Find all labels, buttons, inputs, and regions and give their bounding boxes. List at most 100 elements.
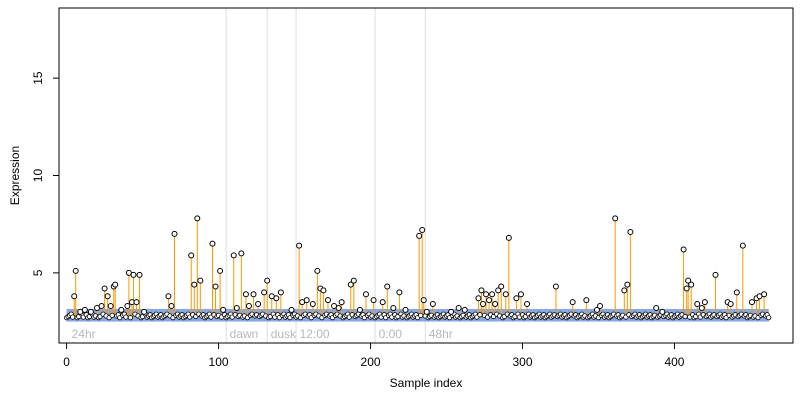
annotation-label: 24hr <box>72 327 96 341</box>
data-point <box>475 295 482 302</box>
data-point <box>136 271 143 278</box>
data-point <box>733 289 740 296</box>
data-point <box>165 293 172 300</box>
data-point <box>370 297 377 304</box>
data-point <box>209 240 216 247</box>
baseline-point <box>682 313 688 320</box>
data-point <box>423 308 430 315</box>
data-point <box>569 299 576 306</box>
data-point <box>168 302 175 309</box>
x-tick-label: 200 <box>361 355 381 369</box>
y-axis: 5 10 15 <box>31 71 59 276</box>
x-axis: 0 100 200 300 400 <box>63 343 685 369</box>
baseline-point <box>109 312 115 318</box>
data-point <box>362 291 369 298</box>
data-point <box>101 285 108 292</box>
data-point <box>455 304 462 311</box>
data-point <box>250 291 257 298</box>
data-point <box>597 302 604 309</box>
x-tick-label: 0 <box>63 355 70 369</box>
annotation-label: dusk <box>271 327 297 341</box>
data-point <box>71 293 78 300</box>
data-point <box>118 306 125 313</box>
data-point <box>379 299 386 306</box>
data-point <box>621 287 628 294</box>
data-point <box>461 306 468 313</box>
annotation-label: 48hr <box>429 327 453 341</box>
data-point <box>324 297 331 304</box>
data-point <box>264 277 271 284</box>
data-point <box>191 281 198 288</box>
data-point <box>356 306 363 313</box>
data-point <box>593 306 600 313</box>
data-point <box>212 283 219 290</box>
data-point <box>694 301 701 308</box>
time-annotations: 24hr dawn dusk 12:00 0:00 48hr <box>72 327 453 341</box>
x-axis-title: Sample index <box>390 376 463 390</box>
data-point <box>220 306 227 313</box>
data-point <box>420 297 427 304</box>
baseline-point <box>766 315 772 321</box>
data-point <box>680 246 687 253</box>
data-point <box>273 295 280 302</box>
data-point <box>627 228 634 235</box>
data-point <box>478 287 485 294</box>
data-point <box>552 283 559 290</box>
data-point <box>659 308 666 315</box>
baseline-point <box>418 312 424 318</box>
annotation-label: 12:00 <box>300 327 330 341</box>
data-point <box>104 293 111 300</box>
data-point <box>419 227 426 234</box>
data-point <box>739 242 746 249</box>
data-point <box>296 242 303 249</box>
annotation-label: 0:00 <box>379 327 403 341</box>
data-point <box>479 301 486 308</box>
data-point <box>688 281 695 288</box>
data-point <box>320 287 327 294</box>
y-tick-label: 5 <box>31 269 45 276</box>
data-point <box>492 301 499 308</box>
data-point <box>685 277 692 284</box>
data-point <box>396 289 403 296</box>
data-point <box>238 250 245 257</box>
data-point <box>748 299 755 306</box>
data-point <box>245 302 252 309</box>
baseline-point <box>477 312 483 318</box>
data-point <box>502 291 509 298</box>
data-point <box>402 306 409 313</box>
data-point <box>624 281 631 288</box>
data-point <box>495 287 502 294</box>
data-point <box>217 267 224 274</box>
data-point <box>87 308 94 315</box>
data-point <box>107 302 114 309</box>
baseline-point <box>70 314 76 320</box>
data-point <box>727 301 734 308</box>
data-point <box>416 232 423 239</box>
data-point <box>517 291 524 298</box>
data-point <box>524 301 531 308</box>
data-point <box>653 304 660 311</box>
data-point <box>261 289 268 296</box>
plot-frame <box>58 7 794 344</box>
data-point <box>141 308 148 315</box>
data-point <box>194 215 201 222</box>
data-point <box>171 230 178 237</box>
x-tick-label: 400 <box>664 355 684 369</box>
data-point <box>112 281 119 288</box>
data-point <box>505 234 512 241</box>
data-point <box>347 281 354 288</box>
x-tick-label: 300 <box>512 355 532 369</box>
data-point <box>303 297 310 304</box>
data-point <box>390 304 397 311</box>
data-point <box>489 291 496 298</box>
data-point <box>761 291 768 298</box>
data-point <box>335 304 342 311</box>
data-point <box>309 301 316 308</box>
data-point <box>701 299 708 306</box>
data-point <box>197 277 204 284</box>
data-point <box>230 252 237 259</box>
data-point <box>583 297 590 304</box>
data-point <box>513 295 520 302</box>
data-point <box>233 304 240 311</box>
